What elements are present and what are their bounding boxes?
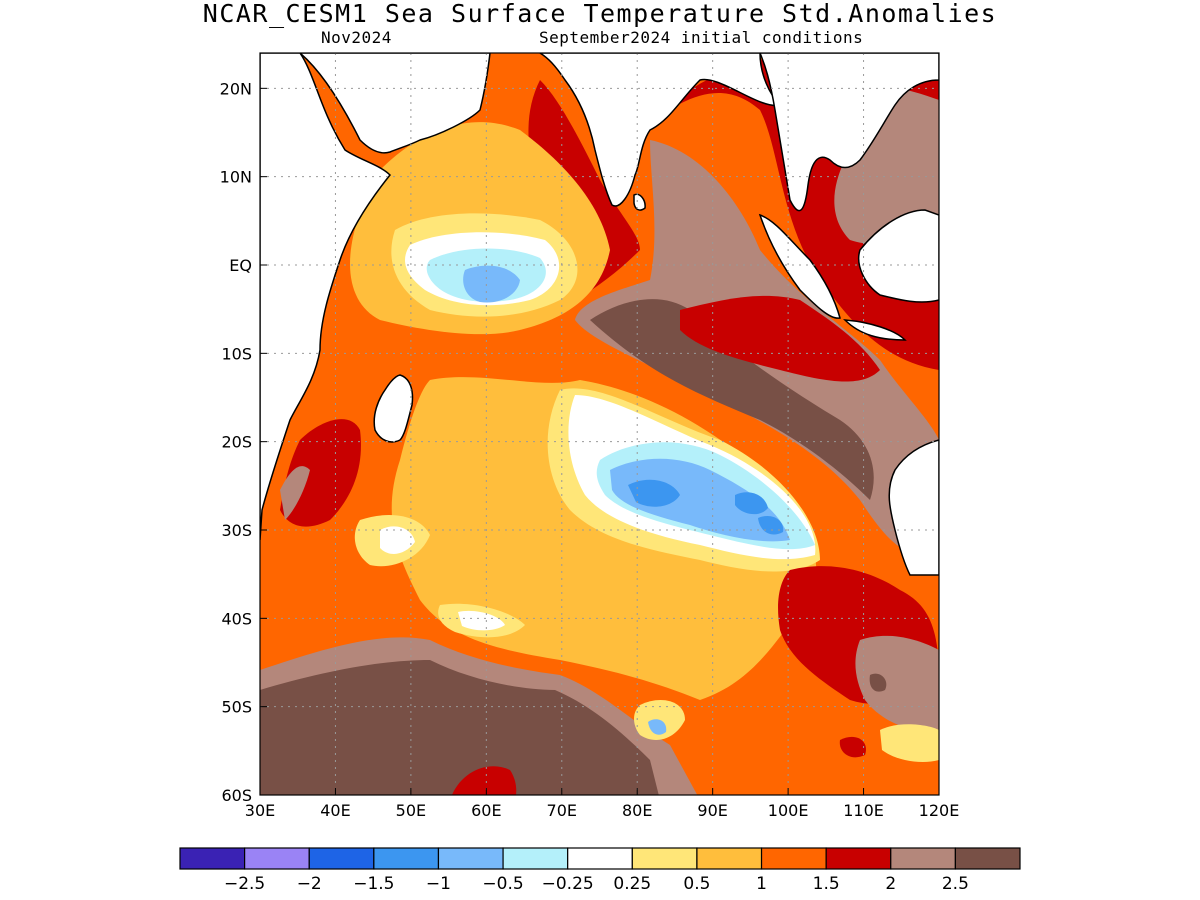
forecast-month: Nov2024 [321,28,392,47]
java [843,319,907,341]
borneo [858,209,939,303]
anomaly-region-deepblue-central-2 [735,492,768,515]
colorbar-swatch [760,847,827,870]
colorbar-label: 2.5 [942,874,969,894]
madagascar [373,374,414,443]
lon-tick-label: 40E [320,801,350,820]
colorbar-swatch [567,847,633,870]
colorbar-label: 2 [885,874,896,894]
anomaly-region-brown-southeast [855,635,939,731]
southeast-asia [759,53,939,212]
map-title: NCAR_CESM1 Sea Surface Temperature Std.A… [202,0,998,28]
colorbar-label: −0.5 [482,874,523,894]
colorbar-swatch [631,847,698,870]
colorbar-swatch [696,847,763,870]
colorbar-label: 0.25 [613,874,651,894]
lon-tick-label: 80E [622,801,652,820]
sumatra [758,213,841,319]
colorbar-label: 0.5 [683,874,710,894]
colorbar-label: 1.5 [813,874,840,894]
lat-tick-label: 20S [221,433,252,452]
map-grid [260,53,939,795]
lon-tick-label: 120E [919,801,960,820]
anomaly-region-darkbrown-south [260,660,659,795]
lon-tick-label: 110E [843,801,884,820]
colorbar-label: −1.5 [353,874,394,894]
colorbar-label: 1 [756,874,767,894]
lon-tick-label: 100E [768,801,809,820]
colorbar-swatch [437,847,504,870]
lat-tick-label: EQ [229,256,252,275]
anomaly-region-darkred-south [452,766,517,795]
anomaly-region-red-se-patch [839,736,866,758]
colorbar-label: −0.25 [542,874,594,894]
colorbar-swatch [890,847,956,870]
africa-landmass [260,53,491,154]
lon-tick-label: 90E [697,801,727,820]
lat-tick-label: 30S [221,521,252,540]
anomaly-region-yellow-southeast [880,724,939,762]
colorbar-swatch [502,847,569,870]
initial-conditions-label: September2024 initial conditions [539,28,864,47]
india [538,53,782,207]
anomaly-region-blue-arabian [463,265,520,303]
colorbar-swatch [308,847,375,870]
anomaly-field [260,53,939,795]
lon-tick-label: 30E [245,801,275,820]
lat-tick-label: 10S [221,344,252,363]
lon-tick-label: 60E [471,801,501,820]
colorbar: −2.5 −2 −1.5 −1 −0.5 −0.25 0.25 0.5 1 1.5 2 2.5 [179,847,1021,894]
lat-tick-label: 10N [220,168,252,187]
anomaly-region-red-east-inner [680,295,880,382]
africa-east-coast [260,53,392,541]
colorbar-swatch [244,847,310,870]
anomaly-region-deepblue-central [628,479,680,507]
anomaly-region-darkbrown-southeast [869,673,887,692]
lat-tick-label: 40S [221,609,252,628]
anomaly-region-blue-kerguelen [648,719,667,735]
lon-tick-label: 70E [547,801,577,820]
colorbar-swatch [954,847,1021,870]
australia [888,439,939,576]
map-plot-area [260,53,939,795]
map-frame [259,52,940,796]
axis-ticks: 30E 40E 50E 60E 70E 80E 90E 100E 110E 120E 20N 10N E… [220,79,960,820]
colorbar-swatch [373,847,440,870]
lat-tick-label: 20N [220,79,252,98]
sri-lanka [633,193,646,211]
colorbar-label: −2.5 [224,874,265,894]
land-masses [260,53,939,576]
lat-tick-label: 50S [221,698,252,717]
lat-tick-label: 60S [221,786,252,805]
colorbar-label: −2 [297,874,322,894]
colorbar-swatch [825,847,892,870]
anomaly-region-red-mozambique [280,419,361,527]
anomaly-region-darkbrown-east [590,299,874,500]
anomaly-region-blue-central [610,458,790,542]
colorbar-swatch [179,847,246,870]
lon-tick-label: 50E [396,801,426,820]
anomaly-region-brown-mozambique [280,466,310,520]
anomaly-region-white-s [458,610,505,631]
colorbar-label: −1 [426,874,451,894]
anomaly-region-white-sw [380,526,415,554]
